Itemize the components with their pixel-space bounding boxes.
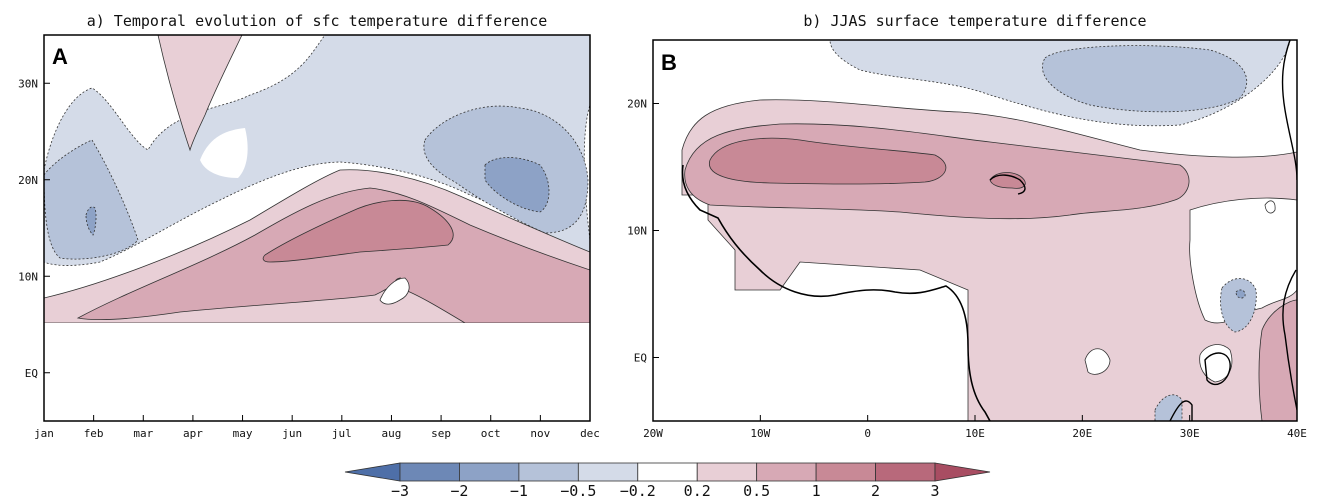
x-tick-label: may [233,427,253,440]
panel-a-frame [43,34,591,422]
x-tick-label: jul [332,427,352,440]
x-tick-label: feb [84,427,104,440]
colorbar-segment [637,462,698,482]
colorbar-label: 3 [930,482,939,499]
y-tick-label: EQ [25,367,38,380]
y-tick-label: EQ [634,352,647,365]
panel-b-contours [653,40,1297,421]
x-tick-label: 10E [965,427,985,440]
x-tick-label: jun [282,427,302,440]
x-tick-label: sep [431,427,451,440]
colorbar-label: 0.5 [743,482,770,499]
colorbar-label: 0.2 [684,482,711,499]
colorbar: −3 −2 −1 −0.5 −0.2 0.2 0.5 1 2 3 [344,462,991,499]
colorbar-segment [934,462,991,482]
colorbar-segment [696,462,758,482]
panel-a-axes: jan feb mar apr may jun jul aug sep oct nov dec EQ 10… [18,77,600,440]
x-tick-label: nov [530,427,550,440]
y-tick-label: 10N [18,270,38,283]
colorbar-segment [399,462,460,482]
colorbar-label: 2 [871,482,880,499]
x-tick-label: dec [580,427,600,440]
x-tick-label: aug [382,427,402,440]
colorbar-segment [518,462,579,482]
colorbar-label: −0.5 [560,482,596,499]
colorbar-label: −2 [450,482,468,499]
colorbar-segment [344,462,401,482]
x-tick-label: jan [34,427,54,440]
colorbar-segment [459,462,520,482]
y-tick-label: 20N [18,174,38,187]
panel-a-label: A [52,44,68,69]
y-tick-label: 20N [627,98,647,111]
x-tick-label: 30E [1180,427,1200,440]
x-tick-label: 0 [864,427,871,440]
x-tick-label: 20E [1072,427,1092,440]
x-tick-label: 40E [1287,427,1307,440]
y-tick-label: 30N [18,77,38,90]
x-tick-label: oct [481,427,501,440]
x-tick-label: mar [133,427,153,440]
colorbar-label: −0.2 [620,482,656,499]
colorbar-segment [875,462,936,482]
panel-b-title: b) JJAS surface temperature difference [803,12,1146,30]
colorbar-label: 1 [812,482,821,499]
colorbar-label: −3 [391,482,409,499]
x-tick-label: 10W [750,427,770,440]
colorbar-segment [577,462,639,482]
panel-a-title: a) Temporal evolution of sfc temperature… [87,12,548,30]
panel-a-contours [44,35,590,421]
y-tick-label: 10N [627,225,647,238]
colorbar-segment [815,462,876,482]
x-tick-label: apr [183,427,203,440]
colorbar-label: −1 [510,482,528,499]
x-tick-label: 20W [643,427,663,440]
panel-b-label: B [661,50,677,75]
colorbar-segment [756,462,817,482]
panel-b-axes: 20W 10W 0 10E 20E 30E 40E EQ 10N 20N [627,98,1307,441]
